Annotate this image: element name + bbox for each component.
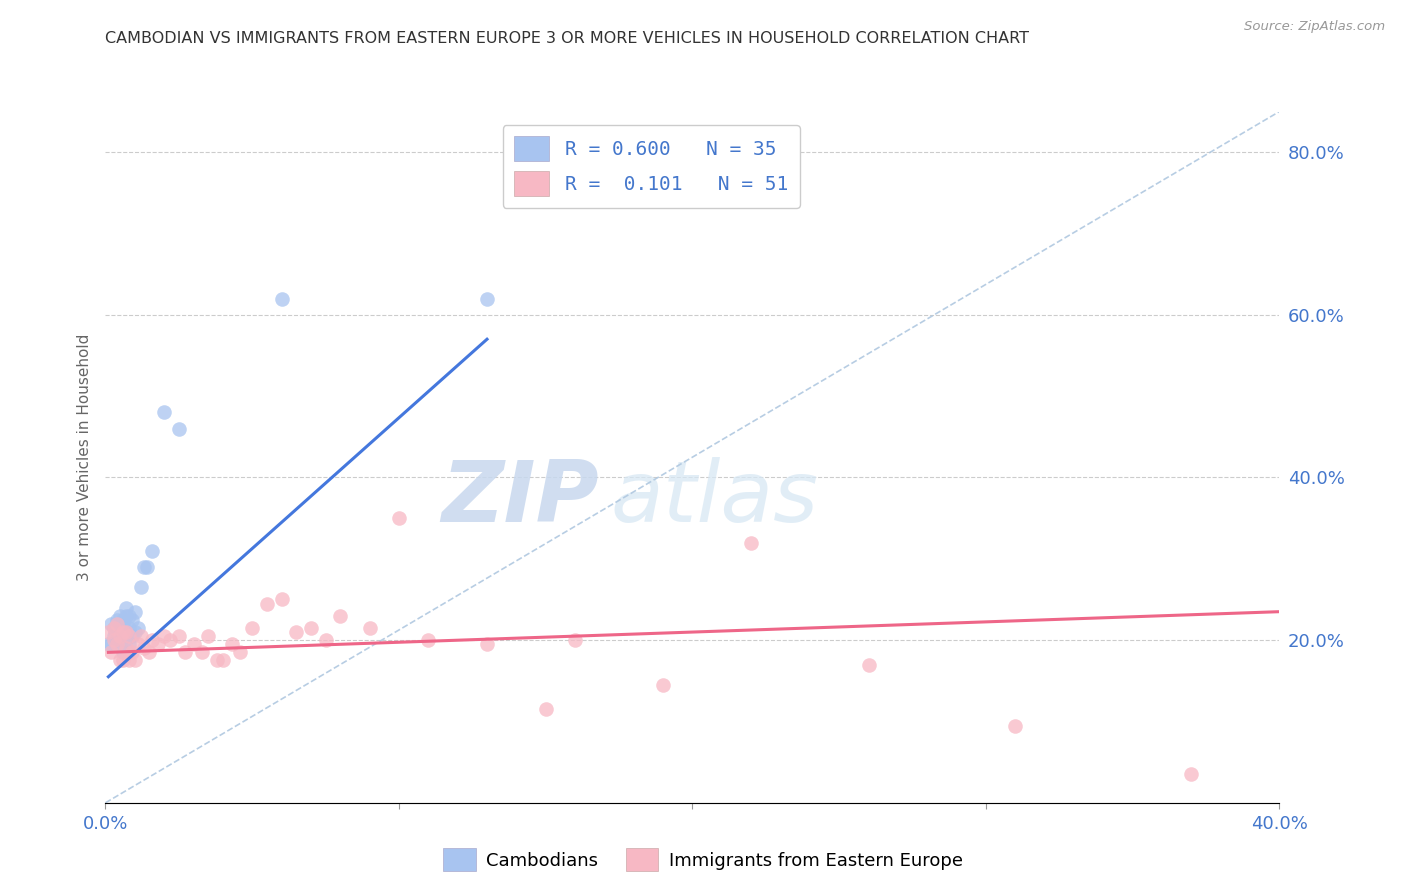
Point <box>153 629 176 643</box>
Point <box>108 621 131 635</box>
Point <box>103 621 125 635</box>
Point <box>112 645 135 659</box>
Point <box>118 653 141 667</box>
Point <box>108 637 131 651</box>
Point <box>112 653 135 667</box>
Point <box>229 645 252 659</box>
Legend: Cambodians, Immigrants from Eastern Europe: Cambodians, Immigrants from Eastern Euro… <box>436 841 970 879</box>
Point <box>105 616 128 631</box>
Point <box>270 592 292 607</box>
Point <box>118 629 141 643</box>
Point <box>129 629 152 643</box>
Text: CAMBODIAN VS IMMIGRANTS FROM EASTERN EUROPE 3 OR MORE VEHICLES IN HOUSEHOLD CORR: CAMBODIAN VS IMMIGRANTS FROM EASTERN EUR… <box>105 31 1029 46</box>
Point <box>1180 767 1202 781</box>
Point <box>115 608 138 623</box>
Point <box>105 621 128 635</box>
Point <box>108 608 131 623</box>
Point <box>256 597 278 611</box>
Point <box>118 637 141 651</box>
Point <box>121 629 143 643</box>
Point <box>475 637 498 651</box>
Point <box>141 543 163 558</box>
Text: ZIP: ZIP <box>441 457 599 541</box>
Point <box>858 657 880 672</box>
Point <box>173 645 195 659</box>
Point <box>205 653 228 667</box>
Point <box>115 625 138 640</box>
Point <box>197 629 219 643</box>
Point <box>167 629 190 643</box>
Point <box>211 653 233 667</box>
Point <box>112 613 135 627</box>
Point <box>127 637 149 651</box>
Point <box>153 405 176 419</box>
Point <box>315 633 337 648</box>
Point <box>564 633 586 648</box>
Point <box>121 613 143 627</box>
Point <box>534 702 557 716</box>
Point <box>108 653 131 667</box>
Point <box>118 621 141 635</box>
Point <box>183 637 205 651</box>
Point <box>118 608 141 623</box>
Point <box>121 645 143 659</box>
Point <box>103 629 125 643</box>
Point <box>159 633 181 648</box>
Point <box>148 637 170 651</box>
Point <box>105 633 128 648</box>
Point <box>115 633 138 648</box>
Point <box>329 608 352 623</box>
Point <box>112 616 135 631</box>
Point <box>652 678 675 692</box>
Point <box>103 621 125 635</box>
Point <box>167 422 190 436</box>
Point <box>141 633 163 648</box>
Text: Source: ZipAtlas.com: Source: ZipAtlas.com <box>1244 20 1385 33</box>
Point <box>191 645 214 659</box>
Point <box>108 629 131 643</box>
Point <box>132 560 155 574</box>
Point <box>388 511 411 525</box>
Point <box>124 625 146 640</box>
Point <box>418 633 440 648</box>
Point <box>129 580 152 594</box>
Text: atlas: atlas <box>610 457 818 541</box>
Point <box>475 292 498 306</box>
Point <box>124 653 146 667</box>
Y-axis label: 3 or more Vehicles in Household: 3 or more Vehicles in Household <box>76 334 91 581</box>
Point <box>270 292 292 306</box>
Point <box>112 625 135 640</box>
Point <box>359 621 381 635</box>
Point <box>1004 718 1026 732</box>
Point <box>112 629 135 643</box>
Point <box>100 637 122 651</box>
Legend: R = 0.600   N = 35, R =  0.101   N = 51: R = 0.600 N = 35, R = 0.101 N = 51 <box>502 125 800 208</box>
Point <box>103 633 125 648</box>
Point <box>105 637 128 651</box>
Point <box>285 625 308 640</box>
Point <box>115 625 138 640</box>
Point <box>127 621 149 635</box>
Point <box>100 645 122 659</box>
Point <box>97 625 120 640</box>
Point <box>240 621 263 635</box>
Point <box>135 560 157 574</box>
Point <box>115 600 138 615</box>
Point <box>138 645 160 659</box>
Point <box>100 616 122 631</box>
Point <box>740 535 762 549</box>
Point <box>97 637 120 651</box>
Point <box>115 641 138 656</box>
Point <box>221 637 243 651</box>
Point <box>132 641 155 656</box>
Point <box>105 613 128 627</box>
Point <box>124 605 146 619</box>
Point <box>299 621 322 635</box>
